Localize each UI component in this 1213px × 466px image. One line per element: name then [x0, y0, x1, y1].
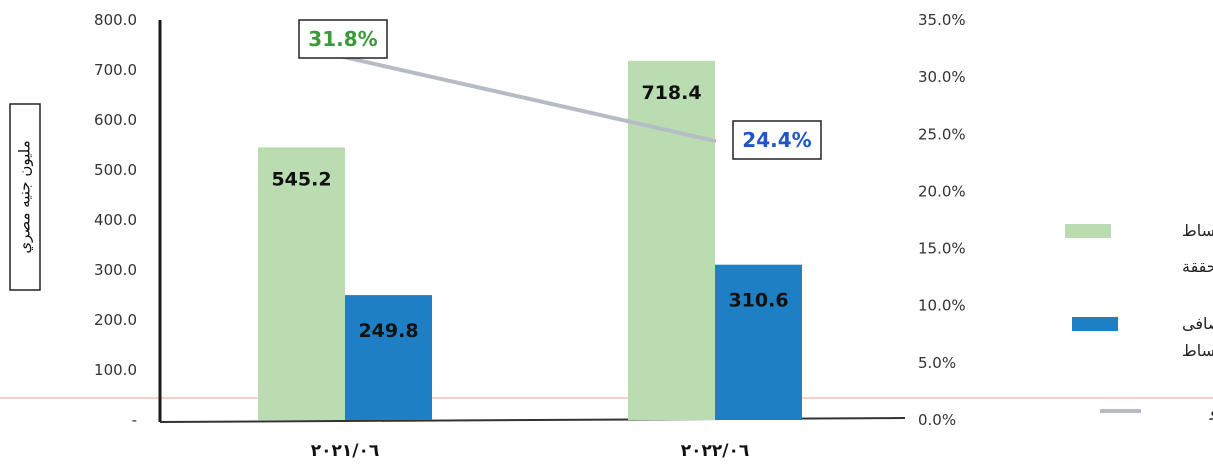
x-category-label: ٢٠٢١/٠٦ [311, 441, 379, 461]
growth-rate-label-box [298, 19, 388, 59]
legend-label-growth-rate: معدل النمو [1209, 401, 1213, 421]
y2-tick-label: 35.0% [918, 11, 966, 29]
y2-tick-label: 0.0% [918, 411, 956, 429]
growth-rate-label-box [732, 120, 822, 160]
y2-tick-label: 15.0% [918, 240, 966, 258]
bar-net-2 [715, 264, 802, 420]
y-tick-label: 700.0 [94, 61, 137, 79]
bar-realized-2 [628, 60, 715, 421]
y2-tick-label: 5.0% [918, 354, 956, 372]
y-axis-label: مليون جنيه مصري [9, 103, 41, 291]
bar-data-label: 545.2 [271, 168, 331, 190]
y-axis-label-box [9, 103, 41, 291]
y2-tick-label: 10.0% [918, 297, 966, 315]
y-axis-label-text: مليون جنيه مصري [16, 140, 35, 253]
y-tick-label: 500.0 [94, 161, 137, 179]
y-tick-label: 100.0 [94, 361, 137, 379]
growth-rate-label: 31.8% [308, 27, 377, 51]
growth-rate-label: 24.4% [742, 128, 811, 152]
y-tick-label: 300.0 [94, 261, 137, 279]
y2-tick-label: 30.0% [918, 68, 966, 86]
y2-tick-label: 25.0% [918, 125, 966, 143]
bar-data-label: 718.4 [641, 82, 701, 104]
legend-item-realized-premiums: الاقساط المحققة [1065, 221, 1213, 276]
y-tick-label: 400.0 [94, 211, 137, 229]
growth-rate-line [341, 54, 717, 144]
y-tick-label: 600.0 [94, 111, 137, 129]
y-tick-label: 800.0 [94, 11, 137, 29]
x-category-label: ٢٠٢٢/٠٦ [681, 441, 749, 461]
legend-label-realized-premiums-line2: المحققة [1182, 257, 1213, 276]
bar-data-label: 249.8 [358, 320, 418, 342]
legend-label-net-premiums-line2: الاقساط [1182, 341, 1213, 360]
bar-net-1 [345, 295, 432, 420]
legend-label-net-premiums-line1: صافى [1182, 314, 1213, 333]
legend-label-realized-premiums-line1: الاقساط [1182, 221, 1213, 240]
bar-data-label: 310.6 [728, 290, 788, 312]
legend-item-net-premiums: صافى الاقساط [1072, 314, 1213, 360]
y-tick-label: 200.0 [94, 311, 137, 329]
legend: الاقساط المحققة صافى الاقساط معدل النمو [1065, 221, 1213, 421]
bar-realized-1 [258, 147, 345, 420]
legend-item-growth-rate: معدل النمو [1100, 401, 1213, 421]
y2-tick-label: 20.0% [918, 182, 966, 200]
y-tick-label: - [132, 411, 137, 429]
legend-swatch-net-premiums [1072, 317, 1118, 331]
legend-swatch-realized-premiums [1065, 224, 1111, 238]
